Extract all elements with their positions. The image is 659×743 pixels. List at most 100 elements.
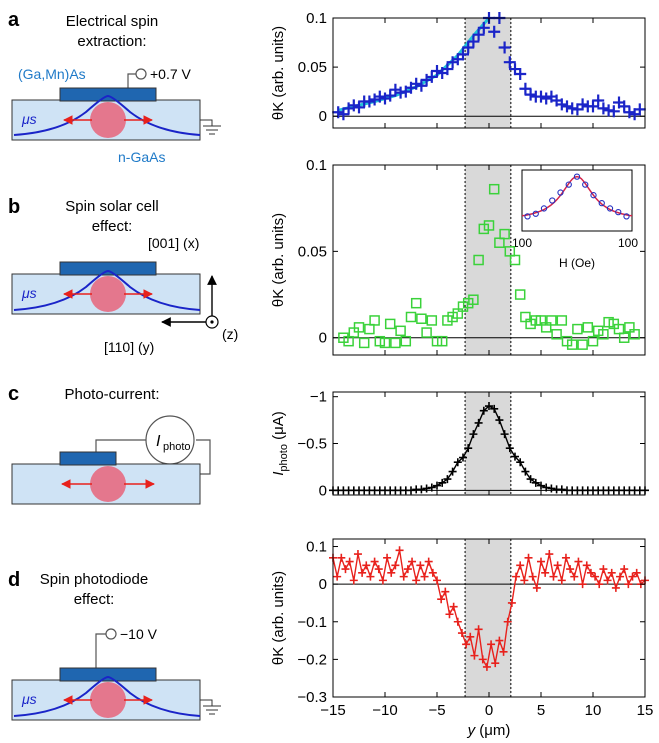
mu-label-d: μs bbox=[21, 691, 37, 707]
data-point-d bbox=[424, 557, 433, 566]
data-point-d bbox=[591, 572, 600, 581]
data-point-b bbox=[546, 315, 557, 326]
x-tick-label: 0 bbox=[485, 702, 493, 719]
contact-d bbox=[59, 667, 157, 682]
data-point-d bbox=[457, 629, 466, 638]
data-point-b bbox=[358, 337, 370, 349]
schematic-b-title-1: Spin solar cell bbox=[65, 198, 158, 215]
data-point-b bbox=[436, 335, 448, 347]
inset-point bbox=[582, 181, 589, 188]
data-point-c bbox=[433, 481, 441, 490]
data-point-b bbox=[379, 337, 391, 349]
x-axis-label: y (μm) bbox=[467, 722, 511, 739]
data-point-c bbox=[407, 486, 415, 495]
y-tick-label-a: 0.05 bbox=[298, 59, 327, 76]
inset-point bbox=[557, 189, 564, 196]
data-point-c bbox=[526, 475, 535, 484]
data-point-c bbox=[537, 481, 545, 490]
data-point-a bbox=[555, 98, 568, 111]
data-point-d bbox=[549, 572, 558, 581]
data-point-d bbox=[603, 576, 612, 585]
data-point-a bbox=[503, 56, 516, 69]
data-point-d bbox=[374, 565, 383, 574]
data-point-a bbox=[353, 101, 365, 114]
data-point-a bbox=[519, 82, 532, 95]
data-point-d bbox=[507, 598, 516, 607]
y-tick-label-d: −0.3 bbox=[297, 689, 327, 706]
data-point-b bbox=[364, 323, 375, 335]
inset-tick-right: 100 bbox=[618, 236, 638, 250]
contact-b bbox=[59, 261, 157, 276]
schematic-a-title-1: Electrical spin bbox=[66, 13, 159, 30]
data-point-d bbox=[616, 572, 625, 581]
data-point-d bbox=[383, 553, 392, 562]
data-point-a bbox=[415, 79, 428, 92]
data-point-d bbox=[441, 587, 450, 596]
data-point-d bbox=[607, 568, 616, 577]
inset-point bbox=[590, 192, 597, 199]
data-point-b bbox=[468, 294, 479, 305]
data-point-c bbox=[459, 453, 467, 462]
data-point-d bbox=[582, 561, 591, 570]
data-point-a bbox=[576, 98, 589, 111]
meter-label: I bbox=[156, 433, 161, 450]
data-point-d bbox=[491, 659, 500, 668]
schematic-c: c Photo-current: I photo bbox=[8, 383, 211, 505]
y-tick-label-c: −0.5 bbox=[297, 436, 327, 453]
data-point-a bbox=[441, 63, 454, 76]
laser-spot-d bbox=[90, 682, 126, 718]
data-point-d bbox=[570, 572, 579, 581]
data-point-c bbox=[511, 452, 519, 461]
data-point-d bbox=[532, 583, 541, 592]
y-tick-label-b: 0.1 bbox=[306, 157, 327, 174]
data-point-d bbox=[478, 655, 487, 664]
data-point-a bbox=[618, 100, 631, 113]
inset-point bbox=[524, 213, 531, 220]
schematic-d-title-1: Spin photodiode bbox=[40, 571, 148, 588]
y-axis-label-d: θK (arb. units) bbox=[270, 571, 287, 665]
data-point-d bbox=[474, 625, 483, 634]
material-top-label: (Ga,Mn)As bbox=[18, 66, 86, 82]
data-point-d bbox=[412, 576, 421, 585]
schematic-b-title-2: effect: bbox=[92, 218, 133, 235]
data-point-a bbox=[592, 94, 605, 107]
inset-point bbox=[532, 210, 539, 217]
data-point-d bbox=[578, 580, 587, 589]
data-point-c bbox=[438, 478, 447, 487]
data-point-a bbox=[472, 28, 485, 41]
data-point-b bbox=[426, 315, 438, 326]
data-point-a bbox=[467, 35, 480, 48]
y-tick-label-a: 0.1 bbox=[306, 10, 327, 27]
data-point-d bbox=[528, 572, 537, 581]
data-point-b bbox=[587, 335, 599, 347]
data-point-a bbox=[514, 67, 527, 80]
data-point-d bbox=[353, 550, 362, 559]
data-point-d bbox=[453, 617, 462, 626]
data-point-a bbox=[373, 90, 386, 103]
data-point-d bbox=[362, 561, 371, 570]
contact-a bbox=[59, 87, 157, 102]
shaded-region-a bbox=[465, 18, 511, 128]
data-point-d bbox=[632, 568, 641, 577]
schematic-d-title-2: effect: bbox=[74, 591, 115, 608]
schematic-b: b Spin solar cell effect: μs [001] (x) [… bbox=[8, 196, 238, 355]
data-point-d bbox=[449, 602, 458, 611]
data-point-c bbox=[516, 458, 525, 467]
y-tick-label-c: −1 bbox=[310, 389, 327, 406]
data-point-c bbox=[453, 458, 462, 467]
voltage-terminal-icon-d bbox=[105, 628, 117, 640]
data-point-d bbox=[561, 553, 570, 562]
data-point-c bbox=[474, 418, 483, 427]
data-point-b bbox=[473, 254, 484, 266]
mu-label-b: μs bbox=[21, 285, 37, 301]
data-point-b bbox=[395, 325, 406, 337]
data-point-b bbox=[509, 254, 521, 266]
y-tick-label-b: 0.05 bbox=[298, 243, 327, 260]
data-point-d bbox=[557, 576, 566, 585]
data-point-a bbox=[410, 77, 423, 90]
y-tick-label-d: 0 bbox=[319, 576, 327, 593]
data-point-a bbox=[607, 105, 620, 118]
inset-tick-left: 100 bbox=[512, 236, 532, 250]
data-point-d bbox=[387, 568, 396, 577]
